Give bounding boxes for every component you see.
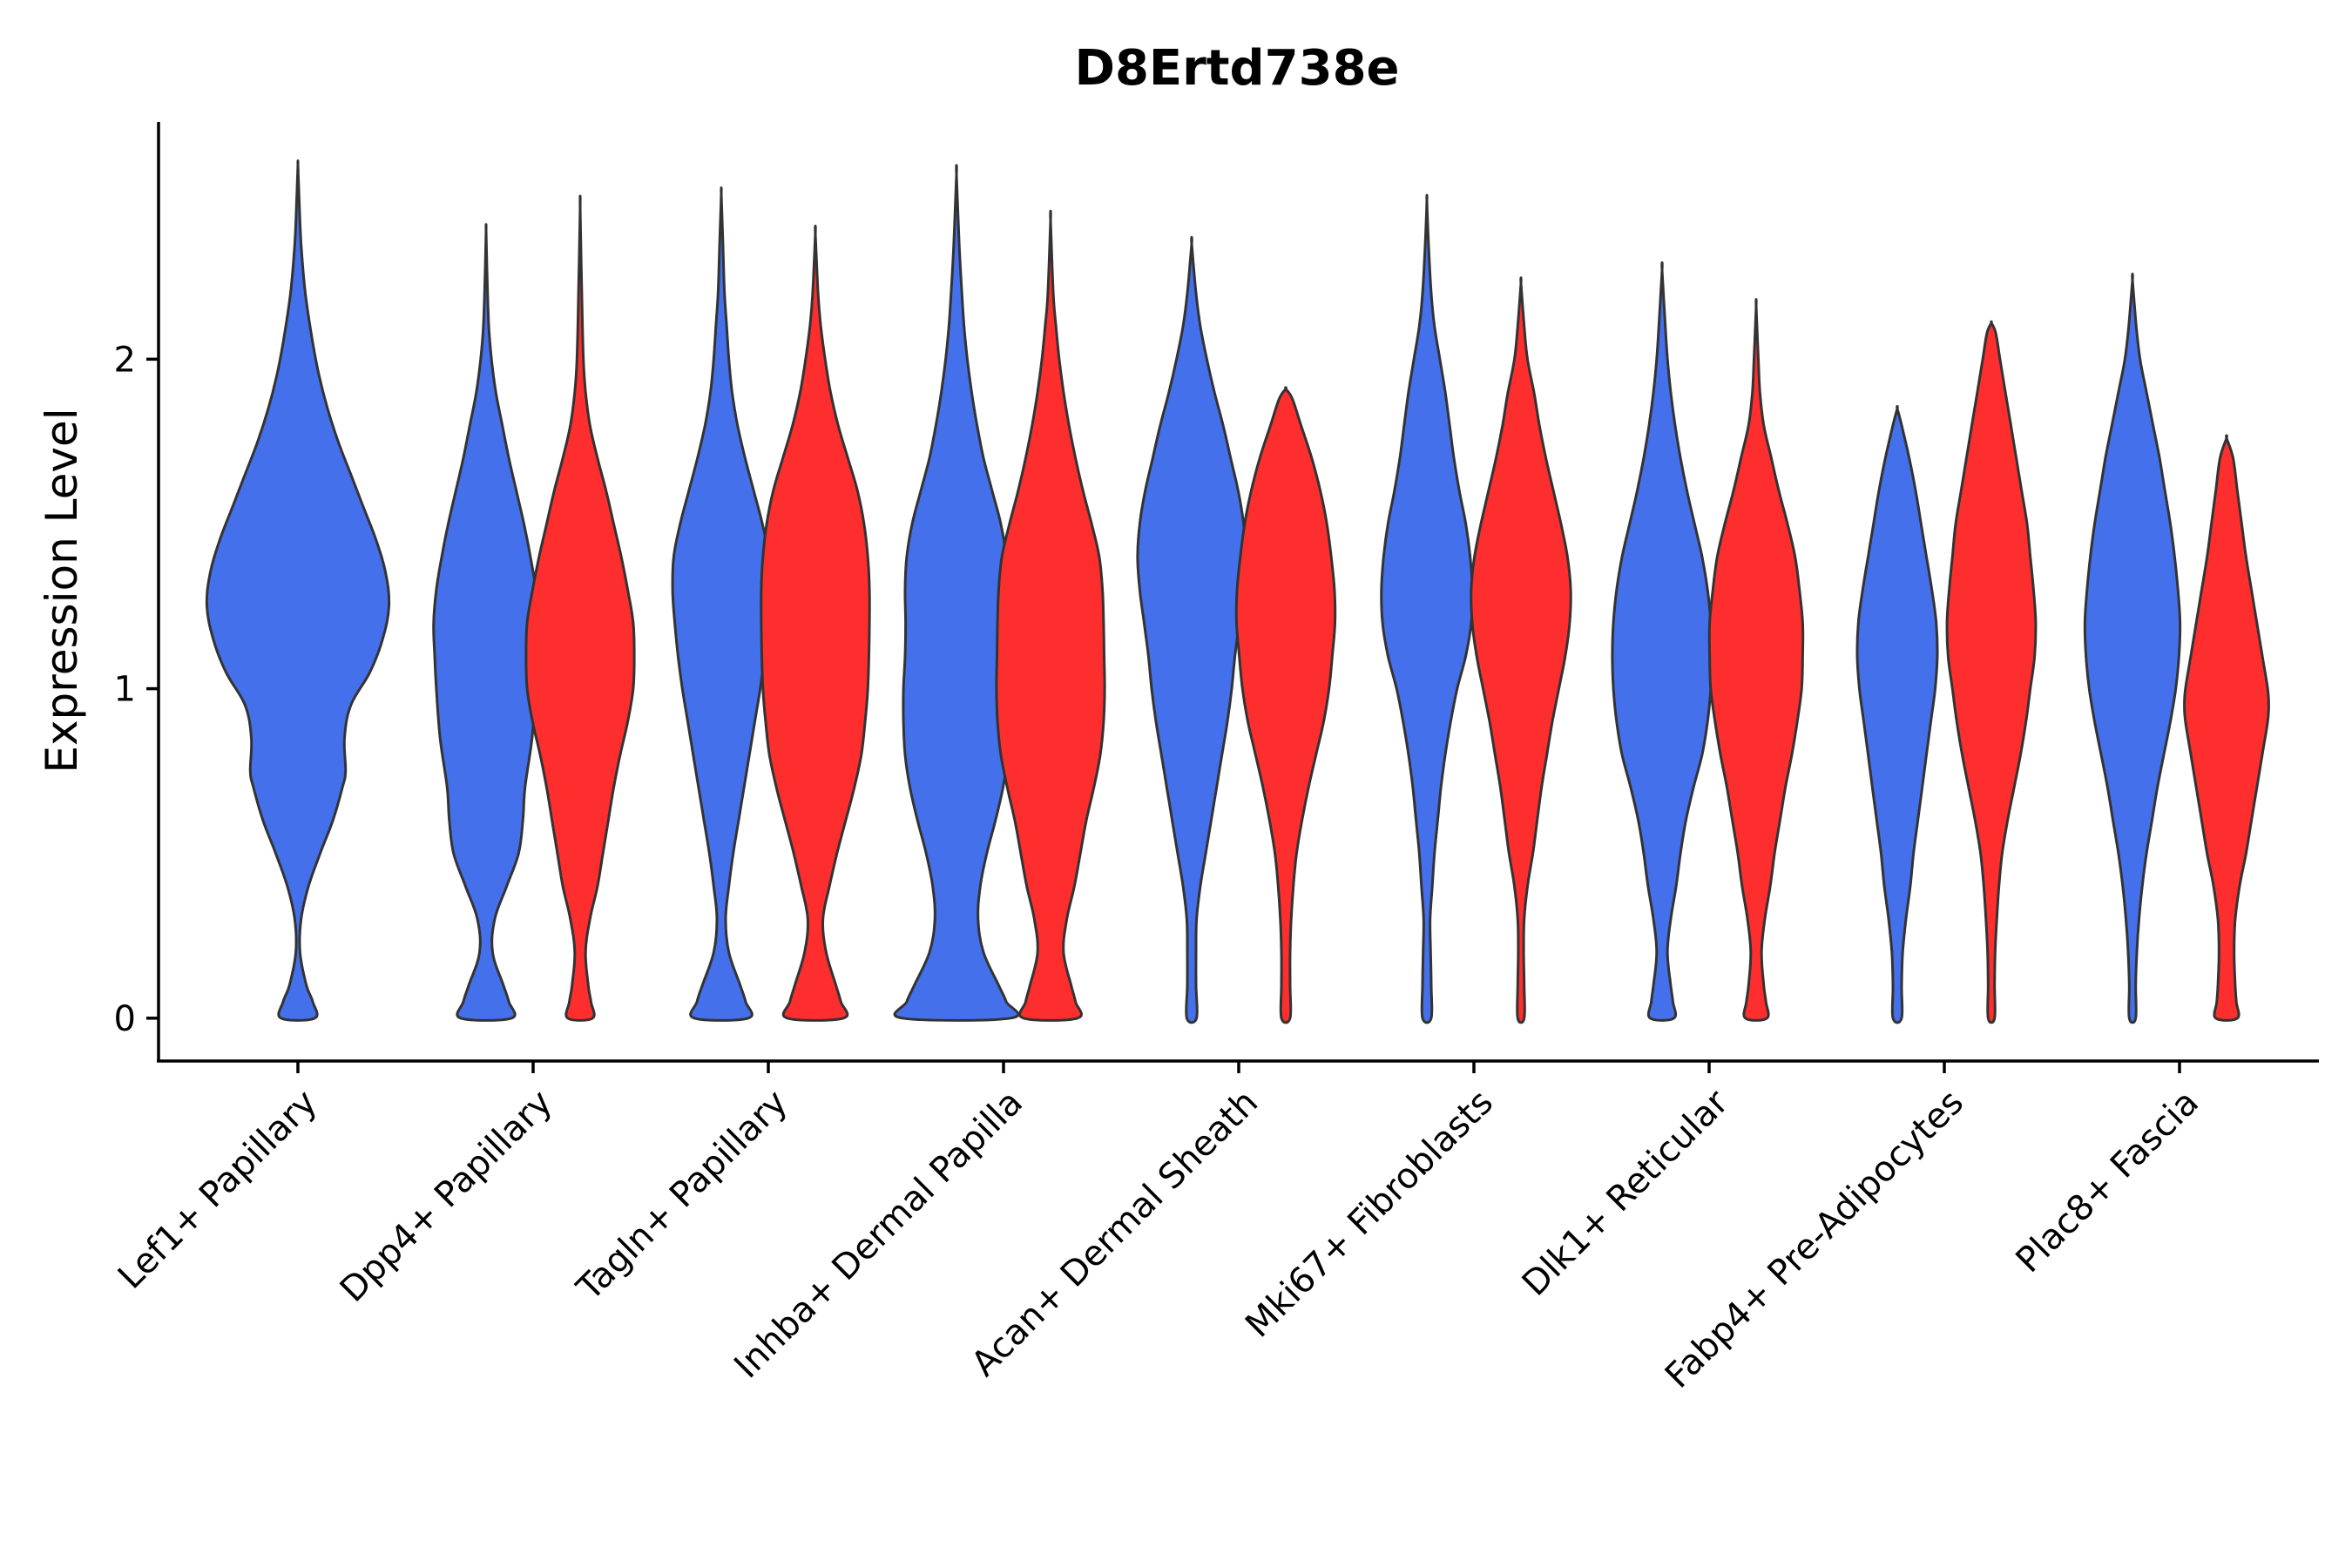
x-tick-label-dpp4-papillary: Dpp4+ Papillary — [333, 1083, 560, 1310]
violin-dpp4-papillary-b — [524, 194, 636, 1022]
violin-acan-dermal-sheath-a — [1136, 235, 1247, 1024]
y-axis-label: Expression Level — [37, 408, 87, 773]
y-tick-label-2: 2 — [114, 340, 136, 380]
x-tick-label-tagln-papillary: Tagln+ Papillary — [569, 1083, 795, 1309]
violin-fabp4-pre-adipocytes-b — [1945, 320, 2038, 1024]
x-tick-label-plac8-fascia: Plac8+ Fascia — [2009, 1083, 2207, 1281]
y-ticks-group: 0 1 2 — [114, 340, 159, 1039]
violin-acan-dermal-sheath-b — [1234, 386, 1337, 1024]
x-tick-label-mki67-fibroblasts: Mki67+ Fibroblasts — [1238, 1083, 1501, 1346]
violin-mki67-fibroblasts-b — [1470, 276, 1572, 1024]
violin-tagln-papillary-b — [760, 224, 871, 1022]
x-ticks-group: Lef1+ Papillary Dpp4+ Papillary Tagln+ Pap… — [111, 1061, 2207, 1396]
violin-plac8-fascia-a — [2083, 272, 2182, 1024]
violin-inhba-dermal-papilla-b — [995, 209, 1106, 1022]
violin-dpp4-papillary-a — [432, 223, 540, 1022]
y-tick-label-1: 1 — [114, 670, 136, 710]
violin-dlk1-reticular-a — [1611, 261, 1713, 1022]
chart-title: D8Ertd738e — [1074, 40, 1399, 97]
violin-fabp4-pre-adipocytes-a — [1855, 405, 1939, 1024]
x-tick-label-dlk1-reticular: Dlk1+ Reticular — [1515, 1082, 1737, 1304]
violins-group — [205, 159, 2270, 1024]
violin-lef1-papillary-a — [205, 159, 391, 1022]
violin-plac8-fascia-b — [2183, 434, 2270, 1022]
violin-mki67-fibroblasts-a — [1380, 193, 1474, 1024]
violin-dlk1-reticular-b — [1707, 298, 1805, 1022]
x-tick-label-lef1-papillary: Lef1+ Papillary — [111, 1083, 325, 1297]
violin-tagln-papillary-a — [671, 186, 772, 1022]
y-tick-label-0: 0 — [114, 999, 136, 1039]
